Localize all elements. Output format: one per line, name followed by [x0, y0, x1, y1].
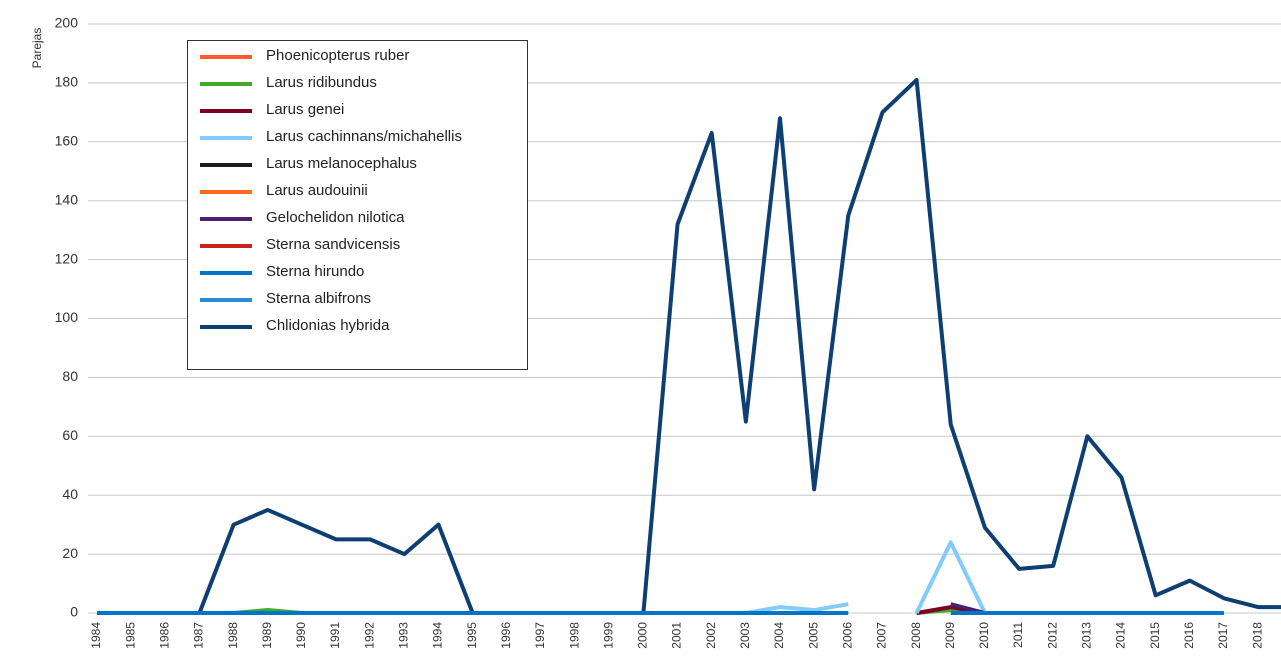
legend-item: Sterna albifrons — [200, 290, 527, 317]
x-tick-label: 2004 — [772, 622, 786, 649]
x-tick-label: 2015 — [1148, 622, 1162, 649]
x-tick-label: 1990 — [294, 622, 308, 649]
y-tick-label: 120 — [55, 250, 79, 266]
x-tick-label: 2008 — [909, 622, 923, 649]
legend-swatch — [200, 217, 252, 221]
y-tick-label: 60 — [62, 427, 78, 443]
x-tick-label: 2011 — [1011, 622, 1025, 648]
x-tick-label: 1994 — [431, 622, 445, 649]
x-tick-label: 2000 — [636, 622, 650, 649]
y-tick-label: 160 — [55, 133, 79, 149]
legend-item: Larus genei — [200, 101, 527, 128]
x-tick-label: 2017 — [1216, 622, 1230, 649]
y-tick-label: 0 — [70, 604, 78, 620]
x-tick-label: 2002 — [704, 622, 718, 649]
x-tick-label: 2003 — [738, 622, 752, 649]
legend-label: Chlidonias hybrida — [266, 317, 390, 334]
x-tick-label: 1991 — [328, 622, 342, 649]
y-tick-label: 20 — [62, 545, 78, 561]
y-tick-label: 80 — [62, 368, 78, 384]
x-tick-label: 1992 — [362, 622, 376, 649]
x-tick-label: 2012 — [1045, 622, 1059, 649]
y-tick-label: 100 — [55, 309, 79, 325]
legend-label: Sterna albifrons — [266, 290, 372, 307]
legend-item: Larus ridibundus — [200, 74, 527, 101]
x-tick-label: 2005 — [806, 622, 820, 649]
x-tick-label: 1997 — [533, 622, 547, 649]
x-tick-label: 2018 — [1250, 622, 1264, 649]
x-tick-label: 2010 — [977, 622, 991, 649]
x-tick-label: 1987 — [192, 622, 206, 649]
x-tick-label: 2014 — [1114, 622, 1128, 649]
x-tick-label: 1988 — [226, 622, 240, 649]
x-tick-label: 1993 — [397, 622, 411, 649]
x-tick-label: 1985 — [123, 622, 137, 649]
y-tick-label: 140 — [55, 191, 79, 207]
legend-swatch — [200, 271, 252, 275]
x-tick-label: 1999 — [601, 622, 615, 649]
x-tick-label: 1986 — [157, 622, 171, 649]
legend: Phoenicopterus ruber Larus ridibundus Laru… — [187, 40, 528, 370]
legend-label: Phoenicopterus ruber — [266, 47, 410, 64]
x-tick-label: 1996 — [499, 622, 513, 649]
x-tick-label: 1984 — [89, 622, 103, 649]
x-tick-label: 1995 — [465, 622, 479, 649]
x-tick-label: 1989 — [260, 622, 274, 649]
legend-item: Chlidonias hybrida — [200, 317, 527, 344]
legend-label: Gelochelidon nilotica — [266, 209, 405, 226]
series-line — [97, 77, 1281, 615]
x-tick-label: 1998 — [567, 622, 581, 649]
x-tick-label: 2006 — [840, 622, 854, 649]
legend-item: Larus melanocephalus — [200, 155, 527, 182]
legend-swatch — [200, 163, 252, 167]
legend-label: Larus melanocephalus — [266, 155, 417, 172]
legend-swatch — [200, 55, 252, 59]
x-tick-label: 2016 — [1182, 622, 1196, 649]
legend-label: Larus genei — [266, 101, 345, 118]
legend-label: Sterna sandvicensis — [266, 236, 401, 253]
legend-label: Larus cachinnans/michahellis — [266, 128, 462, 145]
legend-swatch — [200, 298, 252, 302]
legend-label: Larus audouinii — [266, 182, 368, 199]
legend-swatch — [200, 325, 252, 329]
y-tick-label: 40 — [62, 486, 78, 502]
legend-swatch — [200, 82, 252, 86]
series-line — [914, 540, 987, 614]
x-tick-label: 2009 — [943, 622, 957, 649]
legend-item: Gelochelidon nilotica — [200, 209, 527, 236]
legend-swatch — [200, 136, 252, 140]
x-tick-label: 2001 — [670, 622, 684, 649]
legend-item: Larus audouinii — [200, 182, 527, 209]
legend-swatch — [200, 244, 252, 248]
legend-item: Sterna sandvicensis — [200, 236, 527, 263]
legend-label: Sterna hirundo — [266, 263, 365, 280]
legend-swatch — [200, 190, 252, 194]
y-tick-label: 200 — [55, 15, 79, 31]
legend-item: Phoenicopterus ruber — [200, 47, 527, 74]
x-tick-label: 2013 — [1080, 622, 1094, 649]
legend-label: Larus ridibundus — [266, 74, 377, 91]
legend-item: Sterna hirundo — [200, 263, 527, 290]
y-tick-label: 180 — [55, 74, 79, 90]
legend-item: Larus cachinnans/michahellis — [200, 128, 527, 155]
y-axis-label: Parejas — [30, 28, 44, 69]
legend-swatch — [200, 109, 252, 113]
x-tick-label: 2007 — [875, 622, 889, 649]
